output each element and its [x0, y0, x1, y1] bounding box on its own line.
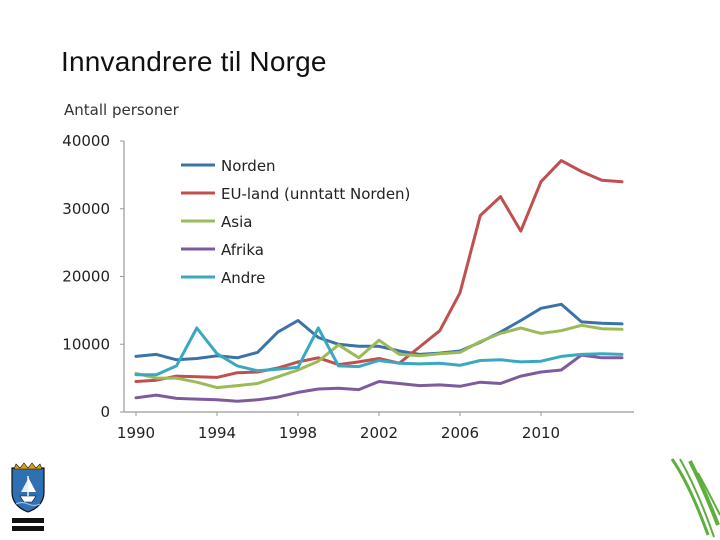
series-line-2 [134, 323, 624, 390]
slide-title: Innvandrere til Norge [61, 46, 327, 77]
x-tick-label: 1990 [117, 424, 155, 442]
series-line-1 [134, 159, 624, 383]
x-tick-label: 2002 [360, 424, 398, 442]
legend-label-4: Andre [221, 269, 265, 287]
x-tick-label: 1994 [198, 424, 236, 442]
chart-lines [134, 159, 624, 403]
y-tick-label: 40000 [62, 132, 110, 150]
series-line-4 [134, 326, 624, 377]
y-tick-label: 10000 [62, 335, 110, 353]
y-tick-label: 20000 [62, 268, 110, 286]
series-line-0 [134, 302, 624, 362]
x-tick-label: 2006 [441, 424, 479, 442]
chart-legend: Norden EU-land (unntatt Norden) Asia Afrika… [181, 157, 410, 287]
legend-label-1: EU-land (unntatt Norden) [221, 185, 410, 203]
legend-label-3: Afrika [221, 241, 264, 259]
x-tick-label: 2010 [522, 424, 560, 442]
legend-label-2: Asia [221, 213, 252, 231]
y-axis-label: Antall personer [64, 101, 179, 119]
green-swoosh-icon [670, 458, 720, 538]
y-tick-label: 30000 [62, 200, 110, 218]
x-tick-label: 1998 [279, 424, 317, 442]
series-line-3 [134, 353, 624, 403]
chart-axes: 0 10000 20000 30000 40000 1990 1994 1998 2002 200… [62, 132, 634, 442]
y-tick-label: 0 [100, 403, 110, 421]
arendal-kommune-logo-icon [11, 462, 45, 531]
legend-label-0: Norden [221, 157, 276, 175]
